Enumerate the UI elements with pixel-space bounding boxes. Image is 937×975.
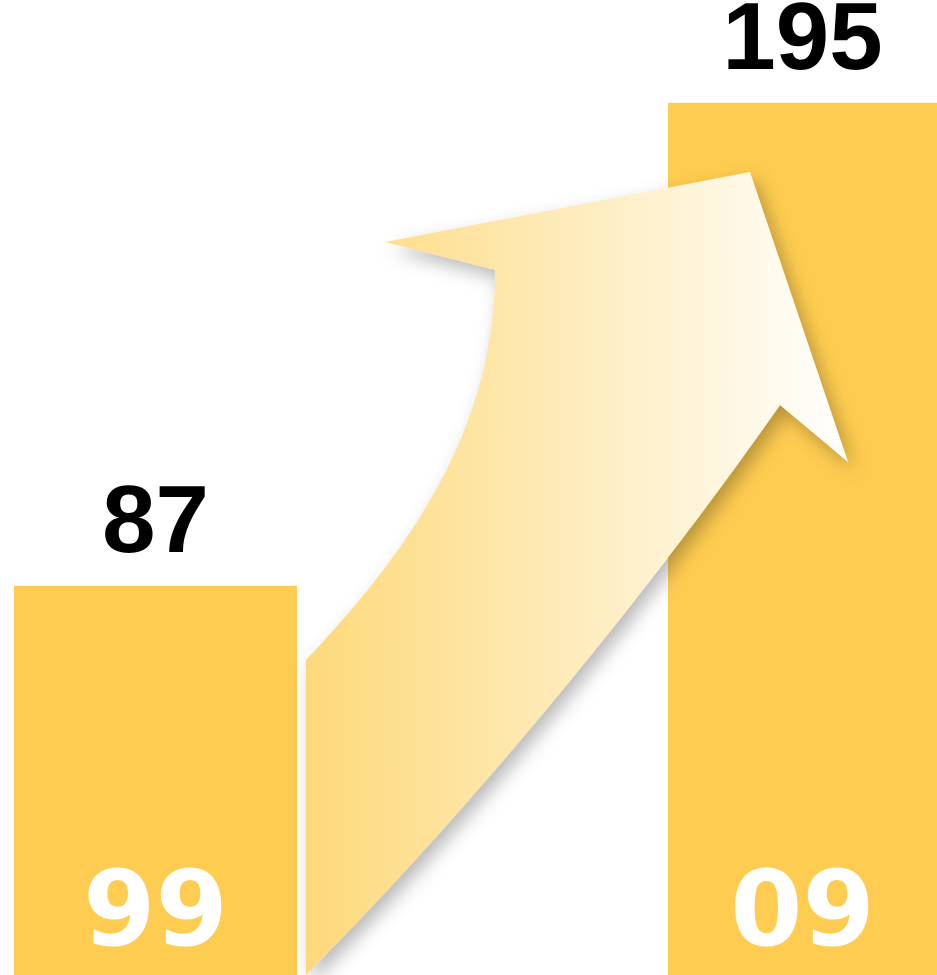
category-label-09: 09 — [730, 848, 875, 970]
value-label-09: 195 — [722, 0, 882, 90]
bar-99 — [14, 585, 297, 975]
category-label-99: 99 — [83, 848, 228, 970]
labels-layer: 87 99 195 09 — [83, 0, 882, 970]
growth-arrow-icon — [306, 172, 848, 975]
value-label-99: 87 — [102, 466, 209, 573]
